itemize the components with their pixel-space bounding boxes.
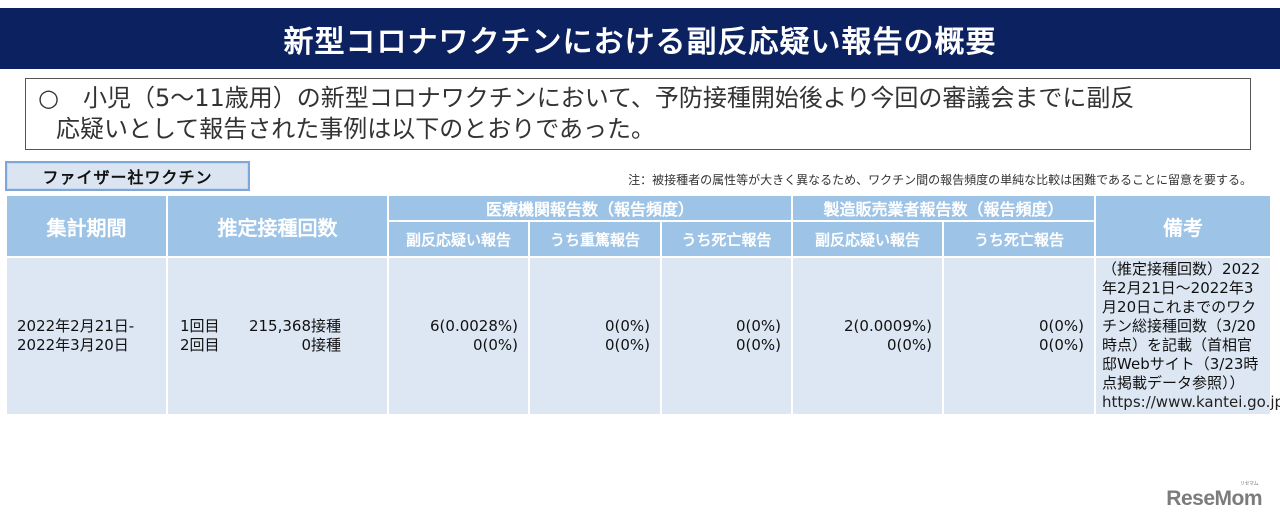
cell-doses: 1回目 215,368接種 2回目 0接種 bbox=[166, 256, 389, 416]
value-dose-1: 0(0%) bbox=[604, 317, 650, 335]
dose-2-value: 0接種 bbox=[301, 336, 341, 354]
vaccine-label: ファイザー社ワクチン bbox=[5, 161, 250, 191]
header-medical-suspected: 副反応疑い報告 bbox=[387, 220, 530, 258]
resemom-logo: ReseMom リセマム bbox=[1166, 481, 1262, 511]
header-medical-group: 医療機関報告数（報告頻度） bbox=[386, 194, 794, 222]
header-period: 集計期間 bbox=[5, 194, 168, 258]
cell-medical-suspected: 6(0.0028%) 0(0%) bbox=[387, 256, 530, 416]
header-doses: 推定接種回数 bbox=[166, 194, 389, 258]
cell-medical-death: 0(0%) 0(0%) bbox=[659, 256, 794, 416]
logo-text: ReseMom bbox=[1166, 487, 1262, 510]
header-maker-suspected: 副反応疑い報告 bbox=[791, 220, 945, 258]
cell-remarks: （推定接種回数）2022年2月21日～2022年3月20日これまでのワクチン総接… bbox=[1094, 256, 1280, 416]
cell-maker-death: 0(0%) 0(0%) bbox=[942, 256, 1097, 416]
value-dose-2: 0(0%) bbox=[1038, 336, 1085, 354]
logo-kana: リセマム bbox=[1239, 481, 1259, 487]
summary-line-2: 応疑いとして報告された事例は以下のとおりであった。 bbox=[56, 115, 656, 143]
header-medical-death: うち死亡報告 bbox=[659, 220, 794, 258]
value-dose-1: 2(0.0009%) bbox=[844, 317, 933, 335]
remarks-text: （推定接種回数）2022年2月21日～2022年3月20日これまでのワクチン総接… bbox=[1102, 260, 1261, 392]
dose-1-label: 1回目 bbox=[180, 317, 220, 335]
header-maker-group: 製造販売業者報告数（報告頻度） bbox=[791, 194, 1097, 222]
comparison-note: 注：被接種者の属性等が大きく異なるため、ワクチン間の報告頻度の単純な比較は困難で… bbox=[628, 173, 1252, 187]
dose-2-label: 2回目 bbox=[180, 336, 220, 354]
value-dose-2: 0(0%) bbox=[735, 336, 782, 354]
value-dose-1: 0(0%) bbox=[1038, 317, 1085, 335]
dose-1-value: 215,368接種 bbox=[248, 317, 341, 335]
summary-box: ○ 小児（5～11歳用）の新型コロナワクチンにおいて、予防接種開始後より今回の審… bbox=[25, 78, 1251, 150]
adverse-reaction-table: 集計期間 推定接種回数 医療機関報告数（報告頻度） 製造販売業者報告数（報告頻度… bbox=[5, 194, 1280, 416]
summary-line-1: ○ 小児（5～11歳用）の新型コロナワクチンにおいて、予防接種開始後より今回の審… bbox=[38, 84, 1135, 112]
period-start: 2022年2月21日- bbox=[17, 317, 135, 335]
value-dose-2: 0(0%) bbox=[472, 336, 518, 354]
table-row: 2022年2月21日- 2022年3月20日 1回目 215,368接種 2回目 0… bbox=[5, 256, 1280, 416]
value-dose-2: 0(0%) bbox=[886, 336, 933, 354]
cell-maker-suspected: 2(0.0009%) 0(0%) bbox=[791, 256, 945, 416]
value-dose-1: 0(0%) bbox=[735, 317, 782, 335]
value-dose-2: 0(0%) bbox=[604, 336, 650, 354]
value-dose-1: 6(0.0028%) bbox=[430, 317, 518, 335]
period-end: 2022年3月20日 bbox=[17, 336, 129, 354]
page-title: 新型コロナワクチンにおける副反応疑い報告の概要 bbox=[0, 8, 1280, 69]
header-medical-serious: うち重篤報告 bbox=[528, 220, 662, 258]
header-maker-death: うち死亡報告 bbox=[942, 220, 1097, 258]
header-remarks: 備考 bbox=[1094, 194, 1273, 258]
cell-medical-serious: 0(0%) 0(0%) bbox=[528, 256, 662, 416]
remarks-url[interactable]: https://www.kantei.go.jp/jp/headline/kan… bbox=[1102, 393, 1280, 411]
cell-period: 2022年2月21日- 2022年3月20日 bbox=[5, 256, 168, 416]
